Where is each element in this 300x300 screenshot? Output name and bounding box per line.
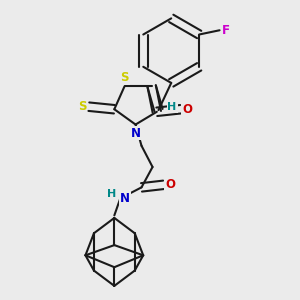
Text: H: H — [107, 189, 116, 199]
Text: H: H — [167, 102, 177, 112]
Text: N: N — [130, 127, 141, 140]
Text: O: O — [182, 103, 192, 116]
Text: N: N — [120, 192, 130, 205]
Text: S: S — [78, 100, 86, 113]
Text: S: S — [120, 71, 129, 84]
Text: F: F — [222, 24, 230, 37]
Text: O: O — [165, 178, 176, 191]
